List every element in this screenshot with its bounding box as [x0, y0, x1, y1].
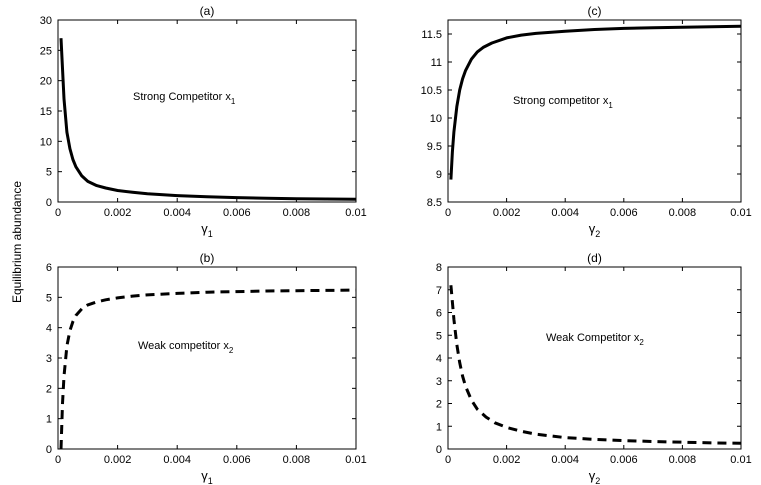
panel-b: 0 0.002 0.004 0.006 0.008 0.01 0 1 2 3 4 5 6 (b) γ1 Wea…	[46, 251, 367, 485]
y-tick-label: 11.5	[421, 29, 442, 41]
y-tick-label: 6	[436, 308, 442, 320]
x-tick-label: 0.008	[283, 207, 311, 219]
x-tick-label: 0.004	[551, 207, 579, 219]
panel-d-axes-box	[447, 266, 742, 450]
y-tick-label: 10	[40, 136, 52, 148]
y-tick-label: 6	[46, 262, 52, 274]
x-axis-label: γ2	[589, 468, 601, 485]
panel-title: (a)	[200, 4, 215, 18]
x-tick-label: 0.006	[223, 207, 251, 219]
shared-ylabel: Equilibrium abundance	[10, 181, 24, 303]
y-tick-label: 0	[46, 444, 52, 456]
x-axis-label: γ1	[201, 221, 213, 239]
panel-a: 0 0.002 0.004 0.006 0.008 0.01 0 5 10 15 20 25 30 (a)…	[40, 4, 367, 239]
x-tick-label: 0.004	[163, 207, 191, 219]
x-tick-label: 0.008	[283, 454, 311, 466]
panel-annotation: Weak Competitor x2	[546, 332, 644, 347]
panel-title: (d)	[587, 251, 602, 265]
y-tick-label: 8	[436, 262, 442, 274]
x-tick-label: 0.008	[669, 207, 697, 219]
y-tick-label: 11	[431, 57, 442, 69]
x-tick-label: 0.006	[223, 454, 251, 466]
series-line-x2	[449, 285, 742, 445]
y-tick-label: 1	[436, 421, 442, 433]
x-tick-label: 0.01	[345, 207, 366, 219]
x-tick-label: 0.008	[669, 454, 697, 466]
panel-b-axes-box	[57, 266, 357, 450]
x-tick-label: 0	[55, 454, 61, 466]
x-tick-label: 0.002	[104, 207, 132, 219]
x-tick-label: 0.004	[551, 454, 579, 466]
y-tick-label: 8.5	[427, 197, 442, 209]
y-tick-label: 4	[46, 323, 52, 335]
y-tick-label: 2	[436, 399, 442, 411]
y-tick-label: 20	[40, 76, 52, 88]
panel-title: (b)	[200, 251, 215, 265]
x-tick-label: 0.006	[610, 454, 638, 466]
x-tick-label: 0.002	[104, 454, 132, 466]
panel-title: (c)	[588, 4, 602, 18]
x-tick-label: 0	[445, 454, 451, 466]
x-tick-label: 0.006	[610, 207, 638, 219]
x-tick-label: 0.01	[345, 454, 366, 466]
y-tick-label: 0	[46, 197, 52, 209]
series-line-x1	[59, 38, 357, 201]
series-line-x1	[449, 24, 742, 180]
x-tick-label: 0.01	[730, 207, 751, 219]
y-tick-label: 5	[46, 167, 52, 179]
y-tick-label: 15	[40, 106, 52, 118]
x-tick-label: 0.01	[730, 454, 751, 466]
panel-c: 0 0.002 0.004 0.006 0.008 0.01 8.5 9 9.5 10 10.5 11…	[421, 4, 752, 239]
y-tick-label: 10.5	[421, 85, 442, 97]
y-tick-label: 10	[430, 113, 442, 125]
panel-annotation: Strong competitor x1	[513, 95, 613, 110]
panel-d: 0 0.002 0.004 0.006 0.008 0.01 0 1 2 3 4 5 6 7 8 (d) γ2 W…	[436, 251, 752, 485]
x-tick-label: 0.004	[163, 454, 191, 466]
panel-annotation: Strong Competitor x1	[133, 91, 236, 106]
y-tick-label: 2	[46, 383, 52, 395]
y-tick-label: 7	[436, 285, 442, 297]
x-tick-label: 0	[55, 207, 61, 219]
y-tick-label: 4	[436, 353, 442, 365]
panel-annotation: Weak competitor x2	[138, 340, 234, 355]
x-axis-label: γ1	[201, 468, 213, 485]
y-tick-label: 3	[436, 376, 442, 388]
y-tick-label: 1	[46, 414, 52, 426]
y-tick-label: 30	[40, 15, 52, 27]
x-tick-label: 0.002	[493, 454, 521, 466]
y-tick-label: 3	[46, 353, 52, 365]
y-tick-label: 0	[436, 444, 442, 456]
series-line-x2	[59, 288, 357, 450]
y-tick-label: 9.5	[427, 141, 442, 153]
panel-a-axes-box	[57, 19, 357, 203]
x-tick-label: 0.002	[493, 207, 521, 219]
y-tick-label: 25	[40, 45, 52, 57]
x-axis-label: γ2	[589, 221, 601, 239]
y-tick-label: 9	[436, 169, 442, 181]
x-tick-label: 0	[445, 207, 451, 219]
y-tick-label: 5	[46, 292, 52, 304]
y-tick-label: 5	[436, 330, 442, 342]
panel-c-axes-box	[447, 19, 742, 203]
